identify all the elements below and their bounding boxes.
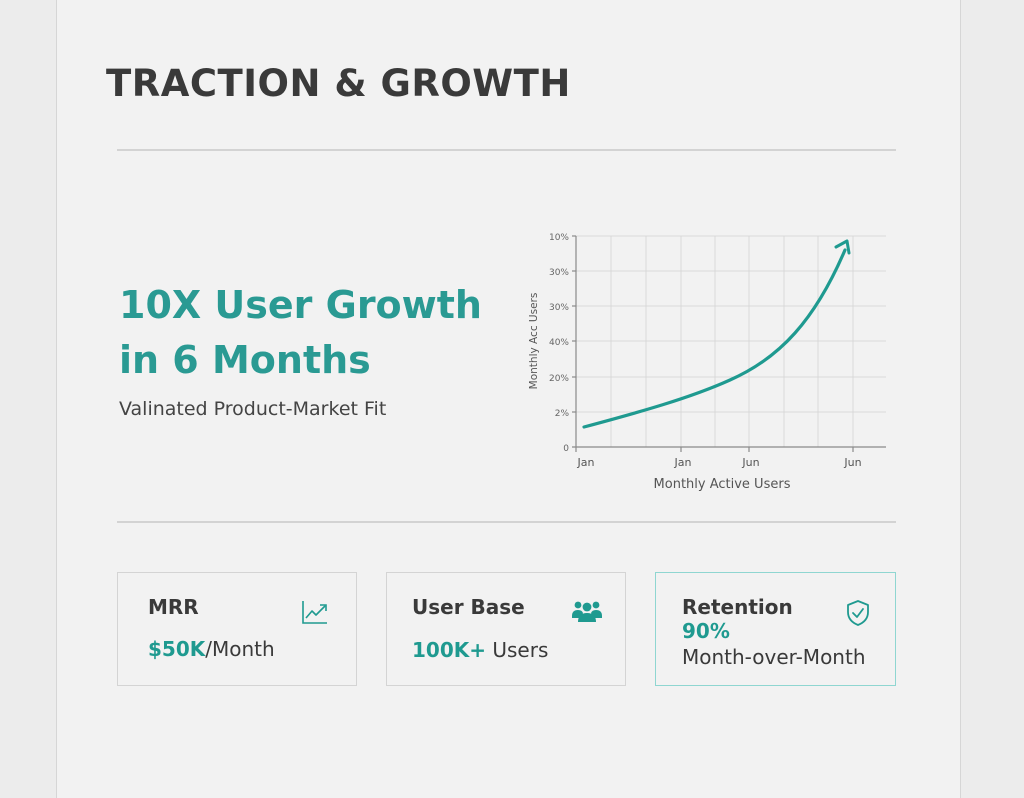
metric-value-unit: Users [486,638,549,662]
x-tick: Jan [674,456,692,469]
y-tick-labels: 10% 30% 30% 40% 20% 2% 0 [549,233,569,454]
y-tick: 30% [549,303,569,313]
y-tick: 0 [563,444,569,454]
metric-card-user-base: User Base 100K+ Users [386,572,626,686]
growth-line-chart: 10% 30% 30% 40% 20% 2% 0 Jan Jan Jun Jun… [528,233,886,492]
x-tick: Jun [843,456,861,469]
bottom-divider [117,521,896,523]
y-tick: 30% [549,268,569,278]
trend-chart-icon [302,601,327,624]
y-tick: 2% [555,409,570,419]
metric-value-highlight: 90% [682,619,730,643]
users-group-icon [572,601,602,622]
headline-line-1: 10X User Growth [119,283,482,327]
metric-label: User Base [412,595,525,619]
y-tick: 40% [549,338,569,348]
metric-value-highlight: $50K [148,637,206,661]
headline-line-2: in 6 Months [119,338,371,382]
metric-value: $50K/Month [148,637,275,661]
growth-curve [582,248,847,429]
y-tick: 20% [549,374,569,384]
metric-label: MRR [148,595,199,619]
shield-check-icon [847,600,869,626]
subheadline: Valinated Product-Market Fit [119,398,387,420]
metric-value: 100K+ Users [412,638,548,662]
y-axis-label: Monthly Acc Users [528,293,540,390]
headline: 10X User Growth in 6 Months [119,278,519,388]
arrowhead-icon [834,239,851,255]
x-axis-label: Monthly Active Users [654,477,791,492]
x-tick-labels: Jan Jan Jun Jun [577,456,862,469]
metric-card-mrr: MRR $50K/Month [117,572,357,686]
x-tick: Jun [741,456,759,469]
y-tick: 10% [549,233,569,243]
metric-label: Retention [682,595,793,619]
metric-value-unit: Month-over-Month [682,645,866,669]
chart-axes [572,235,886,452]
page-title: TRACTION & GROWTH [106,62,571,105]
top-divider [117,149,896,151]
x-tick: Jan [577,456,595,469]
metric-value-unit: /Month [205,637,275,661]
metric-card-retention: Retention 90% Month-over-Month [655,572,896,686]
metric-value-highlight: 100K+ [412,638,487,662]
